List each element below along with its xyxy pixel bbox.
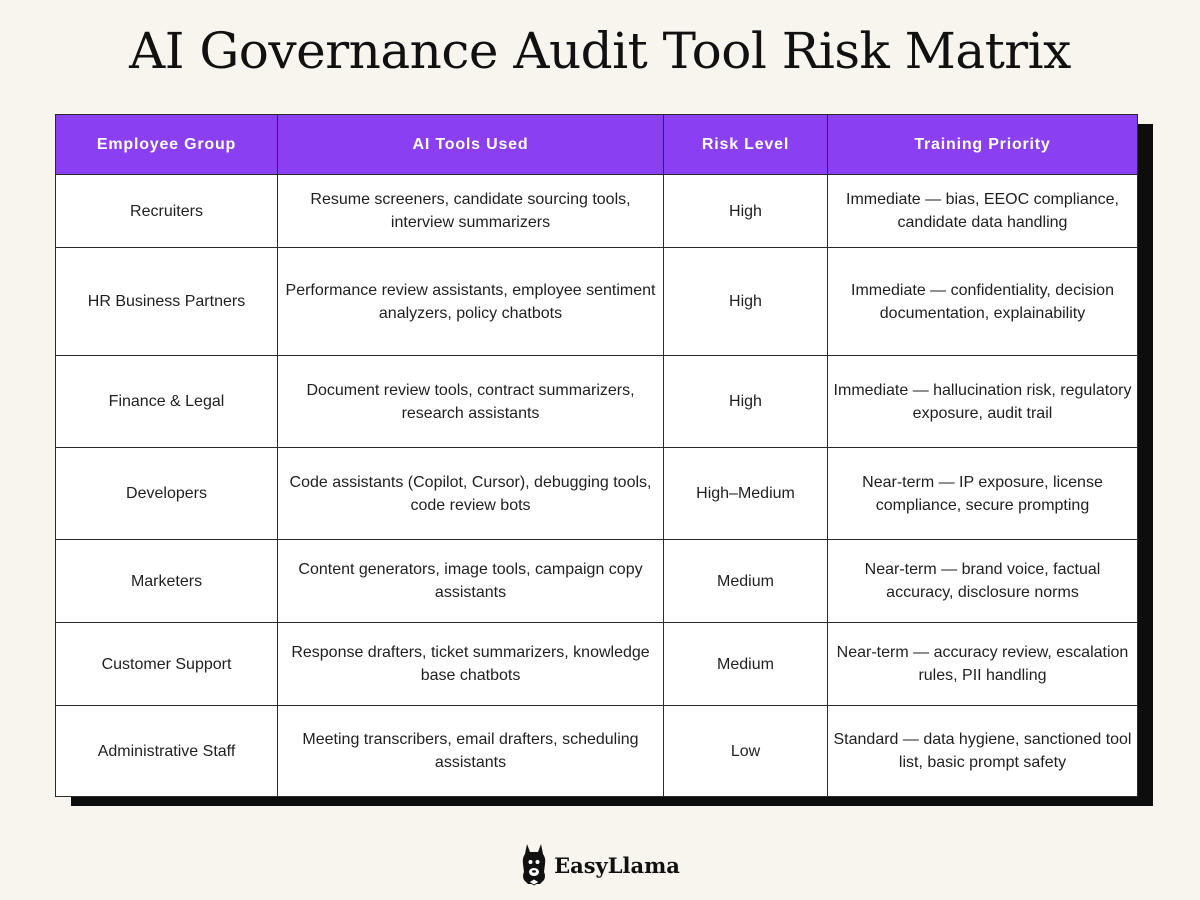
- cell-tools: Document review tools, contract summariz…: [277, 355, 664, 448]
- cell-tools: Resume screeners, candidate sourcing too…: [277, 174, 664, 248]
- cell-risk: Low: [663, 705, 828, 797]
- header-row: Employee Group AI Tools Used Risk Level …: [55, 114, 1138, 175]
- col-header-employee-group: Employee Group: [55, 114, 278, 175]
- cell-tools: Response drafters, ticket summarizers, k…: [277, 622, 664, 706]
- cell-tools: Performance review assistants, employee …: [277, 247, 664, 356]
- cell-group: Marketers: [55, 539, 278, 623]
- cell-risk: High: [663, 174, 828, 248]
- risk-table: Employee Group AI Tools Used Risk Level …: [55, 114, 1138, 797]
- table-row: Developers Code assistants (Copilot, Cur…: [55, 447, 1138, 540]
- cell-risk: High: [663, 355, 828, 448]
- cell-group: HR Business Partners: [55, 247, 278, 356]
- cell-group: Administrative Staff: [55, 705, 278, 797]
- cell-risk: High–Medium: [663, 447, 828, 540]
- cell-tools: Code assistants (Copilot, Cursor), debug…: [277, 447, 664, 540]
- table-row: HR Business Partners Performance review …: [55, 247, 1138, 356]
- col-header-ai-tools: AI Tools Used: [277, 114, 664, 175]
- cell-group: Developers: [55, 447, 278, 540]
- cell-risk: Medium: [663, 622, 828, 706]
- brand-logo: EasyLlama: [0, 842, 1200, 888]
- cell-risk: High: [663, 247, 828, 356]
- cell-priority: Immediate — bias, EEOC compliance, candi…: [827, 174, 1138, 248]
- table-row: Finance & Legal Document review tools, c…: [55, 355, 1138, 448]
- risk-matrix: Employee Group AI Tools Used Risk Level …: [55, 114, 1153, 806]
- cell-priority: Near-term — accuracy review, escalation …: [827, 622, 1138, 706]
- cell-risk: Medium: [663, 539, 828, 623]
- cell-tools: Content generators, image tools, campaig…: [277, 539, 664, 623]
- col-header-risk-level: Risk Level: [663, 114, 828, 175]
- cell-tools: Meeting transcribers, email drafters, sc…: [277, 705, 664, 797]
- page-title: AI Governance Audit Tool Risk Matrix: [129, 22, 1071, 80]
- col-header-training-priority: Training Priority: [827, 114, 1138, 175]
- llama-icon: [522, 844, 546, 886]
- cell-priority: Immediate — hallucination risk, regulato…: [827, 355, 1138, 448]
- table-row: Marketers Content generators, image tool…: [55, 539, 1138, 623]
- cell-priority: Standard — data hygiene, sanctioned tool…: [827, 705, 1138, 797]
- table-row: Administrative Staff Meeting transcriber…: [55, 705, 1138, 797]
- logo-text: EasyLlama: [554, 852, 680, 878]
- cell-group: Customer Support: [55, 622, 278, 706]
- table-row: Recruiters Resume screeners, candidate s…: [55, 174, 1138, 248]
- cell-priority: Immediate — confidentiality, decision do…: [827, 247, 1138, 356]
- cell-group: Recruiters: [55, 174, 278, 248]
- cell-group: Finance & Legal: [55, 355, 278, 448]
- cell-priority: Near-term — IP exposure, license complia…: [827, 447, 1138, 540]
- table-row: Customer Support Response drafters, tick…: [55, 622, 1138, 706]
- cell-priority: Near-term — brand voice, factual accurac…: [827, 539, 1138, 623]
